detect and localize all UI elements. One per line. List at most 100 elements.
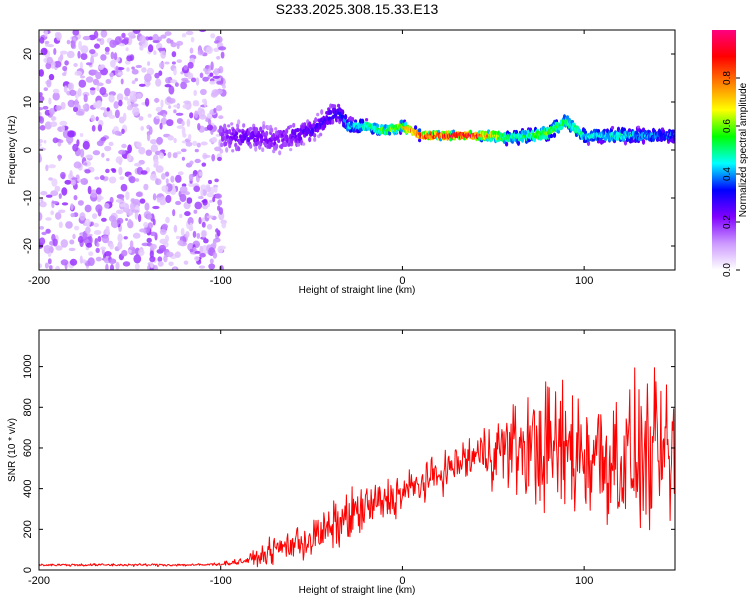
noise-cell xyxy=(205,65,210,69)
noise-cell xyxy=(72,30,80,36)
noise-cell xyxy=(52,92,60,101)
noise-cell xyxy=(197,49,204,56)
signal-cell xyxy=(270,127,274,133)
noise-cell xyxy=(179,194,187,202)
noise-cell xyxy=(119,176,125,181)
noise-cell xyxy=(147,113,152,118)
noise-cell xyxy=(132,232,141,239)
noise-cell xyxy=(189,160,194,166)
noise-cell xyxy=(173,68,177,76)
noise-cell xyxy=(64,179,72,185)
noise-cell xyxy=(123,112,127,122)
signal-cell xyxy=(514,129,519,135)
noise-cell xyxy=(179,213,183,219)
noise-cell xyxy=(111,168,117,173)
noise-cell xyxy=(90,114,96,122)
y-tick-label: 0 xyxy=(22,567,34,573)
noise-cell xyxy=(199,72,204,79)
noise-cell xyxy=(171,61,176,65)
noise-cell xyxy=(118,149,126,155)
noise-cell xyxy=(165,216,170,224)
noise-cell xyxy=(125,47,129,52)
noise-cell xyxy=(116,67,125,71)
noise-cell xyxy=(122,261,131,267)
noise-cell xyxy=(183,260,189,265)
noise-cell xyxy=(157,47,166,52)
noise-cell xyxy=(218,46,227,51)
noise-cell xyxy=(131,69,139,75)
colorbar: 0.0 0.2 0.4 0.6 0.8 Normalized spectral ampl… xyxy=(712,30,749,277)
signal-cell xyxy=(313,137,317,142)
signal-cell xyxy=(623,140,628,146)
noise-cell xyxy=(194,201,202,210)
noise-cell xyxy=(97,124,103,132)
noise-cell xyxy=(186,197,193,204)
noise-cell xyxy=(138,248,145,256)
noise-cell xyxy=(91,69,98,74)
signal-cell xyxy=(316,112,320,117)
signal-cell xyxy=(333,104,337,109)
noise-cell xyxy=(217,156,222,162)
noise-cell xyxy=(48,164,56,169)
noise-cell xyxy=(129,240,134,250)
noise-cell xyxy=(39,36,45,44)
x-tick-label: 0 xyxy=(399,575,405,587)
y-tick-label: 400 xyxy=(22,479,34,497)
noise-cell xyxy=(136,141,142,148)
noise-cell xyxy=(96,82,104,87)
noise-cell xyxy=(152,40,160,44)
noise-cell xyxy=(137,213,142,223)
noise-cell xyxy=(106,107,110,112)
noise-cell xyxy=(110,264,114,270)
noise-cell xyxy=(69,239,75,245)
noise-cell xyxy=(39,226,45,230)
signal-cell xyxy=(254,146,258,152)
noise-cell xyxy=(164,84,172,88)
signal-cell xyxy=(292,122,296,128)
noise-cell xyxy=(87,185,92,195)
noise-cell xyxy=(181,33,187,38)
noise-cell xyxy=(47,258,52,265)
noise-cell xyxy=(69,170,73,177)
noise-cell xyxy=(56,32,62,41)
noise-cell xyxy=(79,255,83,264)
y-tick-label: -20 xyxy=(22,238,34,254)
noise-cell xyxy=(105,263,109,270)
noise-cell xyxy=(100,246,106,251)
noise-cell xyxy=(118,99,123,107)
noise-cell xyxy=(95,204,103,213)
noise-cell xyxy=(138,116,144,121)
noise-cell xyxy=(150,144,159,153)
colorbar-tick-label: 0.0 xyxy=(722,263,733,277)
noise-cell xyxy=(105,225,110,235)
noise-cell xyxy=(175,235,181,240)
noise-cell xyxy=(211,136,217,143)
noise-cell xyxy=(186,118,191,127)
signal-cell xyxy=(528,127,533,132)
colorbar-tick-label: 0.4 xyxy=(722,167,733,181)
noise-cell xyxy=(85,226,91,234)
noise-cell xyxy=(84,169,91,174)
noise-cell xyxy=(184,211,191,217)
signal-cell xyxy=(307,130,311,134)
noise-cell xyxy=(167,151,172,159)
noise-cell xyxy=(73,161,82,169)
noise-cell xyxy=(209,199,213,203)
noise-cell xyxy=(51,178,58,187)
signal-cell xyxy=(329,109,333,115)
y-tick-label: 0 xyxy=(22,147,34,153)
noise-cell xyxy=(131,66,135,70)
noise-cell xyxy=(214,178,219,183)
signal-cell xyxy=(365,118,369,122)
noise-cell xyxy=(60,259,69,266)
noise-cell xyxy=(121,143,127,149)
noise-cell xyxy=(135,191,143,197)
noise-cell xyxy=(70,40,76,49)
noise-cell xyxy=(212,75,220,79)
noise-cell xyxy=(74,225,80,231)
signal-cell xyxy=(313,133,317,138)
noise-cell xyxy=(90,189,98,198)
noise-cell xyxy=(108,141,114,147)
noise-cell xyxy=(134,77,138,82)
noise-cell xyxy=(105,51,110,55)
